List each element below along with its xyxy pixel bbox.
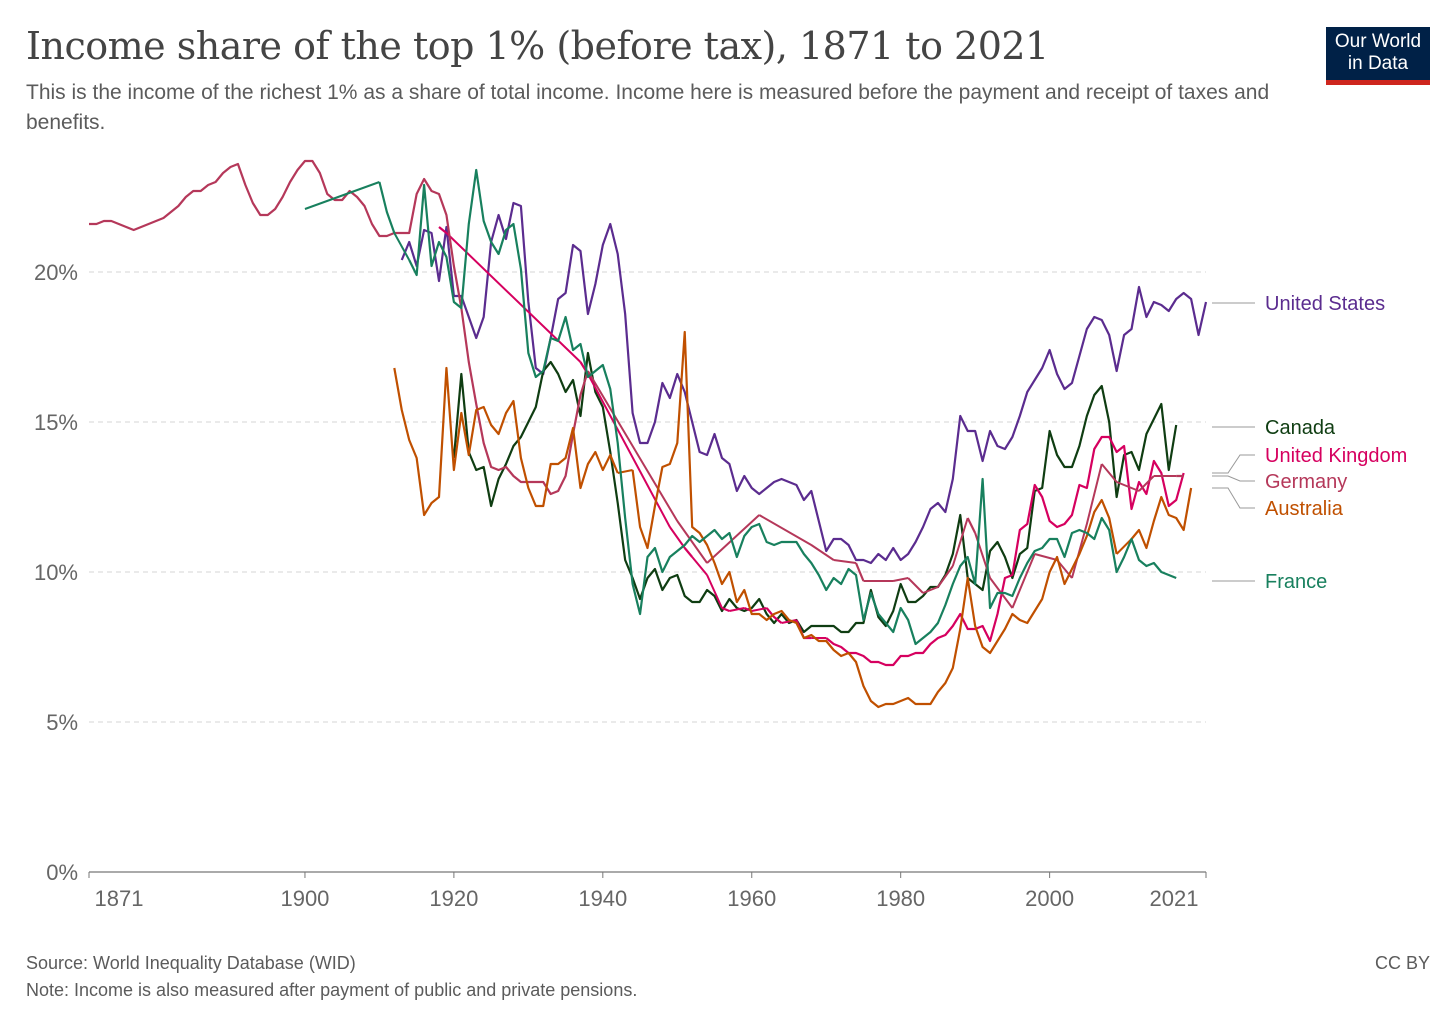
footnote: Note: Income is also measured after paym… (26, 980, 638, 1000)
x-tick-label: 1900 (280, 886, 329, 911)
x-tick-label: 1871 (95, 886, 144, 911)
series-line-gap-germany (587, 370, 1177, 609)
y-tick-label: 0% (46, 860, 78, 885)
legend-label[interactable]: Germany (1265, 471, 1347, 493)
logo-line-2: in Data (1347, 53, 1409, 74)
series-line-france (378, 168, 1177, 646)
series-line-united-states (400, 201, 1208, 565)
legend-label[interactable]: Australia (1265, 498, 1344, 520)
x-tick-label: 1980 (876, 886, 925, 911)
series-line-gap-australia (617, 469, 1133, 555)
series-line-germany (89, 159, 1184, 582)
logo-line-1: Our World (1334, 31, 1422, 52)
chart-subtitle: This is the income of the richest 1% as … (26, 81, 1270, 134)
x-tick-label: 1940 (578, 886, 627, 911)
legend-label[interactable]: Canada (1265, 417, 1336, 439)
logo-bar (1326, 80, 1430, 85)
series-line-canada (452, 351, 1178, 634)
y-tick-label: 15% (34, 410, 78, 435)
series-line-australia (393, 330, 1193, 709)
legend-connector (1212, 475, 1255, 482)
y-tick-label: 20% (34, 260, 78, 285)
legend-connector (1212, 454, 1255, 474)
x-tick-label: 2021 (1150, 886, 1199, 911)
legend-label[interactable]: United Kingdom (1265, 445, 1407, 467)
series-line-united-kingdom (438, 226, 1185, 667)
y-tick-label: 5% (46, 710, 78, 735)
x-tick-label: 1960 (727, 886, 776, 911)
legend-label[interactable]: United States (1265, 293, 1385, 315)
chart-title: Income share of the top 1% (before tax),… (26, 24, 1049, 68)
series-line-gap-france (304, 181, 411, 261)
license[interactable]: CC BY (1374, 953, 1430, 973)
x-tick-label: 2000 (1025, 886, 1074, 911)
source-note: Source: World Inequality Database (WID) (26, 953, 356, 973)
y-tick-label: 10% (34, 560, 78, 585)
legend-connector (1212, 487, 1255, 509)
x-tick-label: 1920 (429, 886, 478, 911)
legend-label[interactable]: France (1265, 571, 1327, 593)
series-line-gap-united-kingdom (445, 232, 827, 639)
owid-logo[interactable]: Our World in Data (1326, 27, 1430, 85)
